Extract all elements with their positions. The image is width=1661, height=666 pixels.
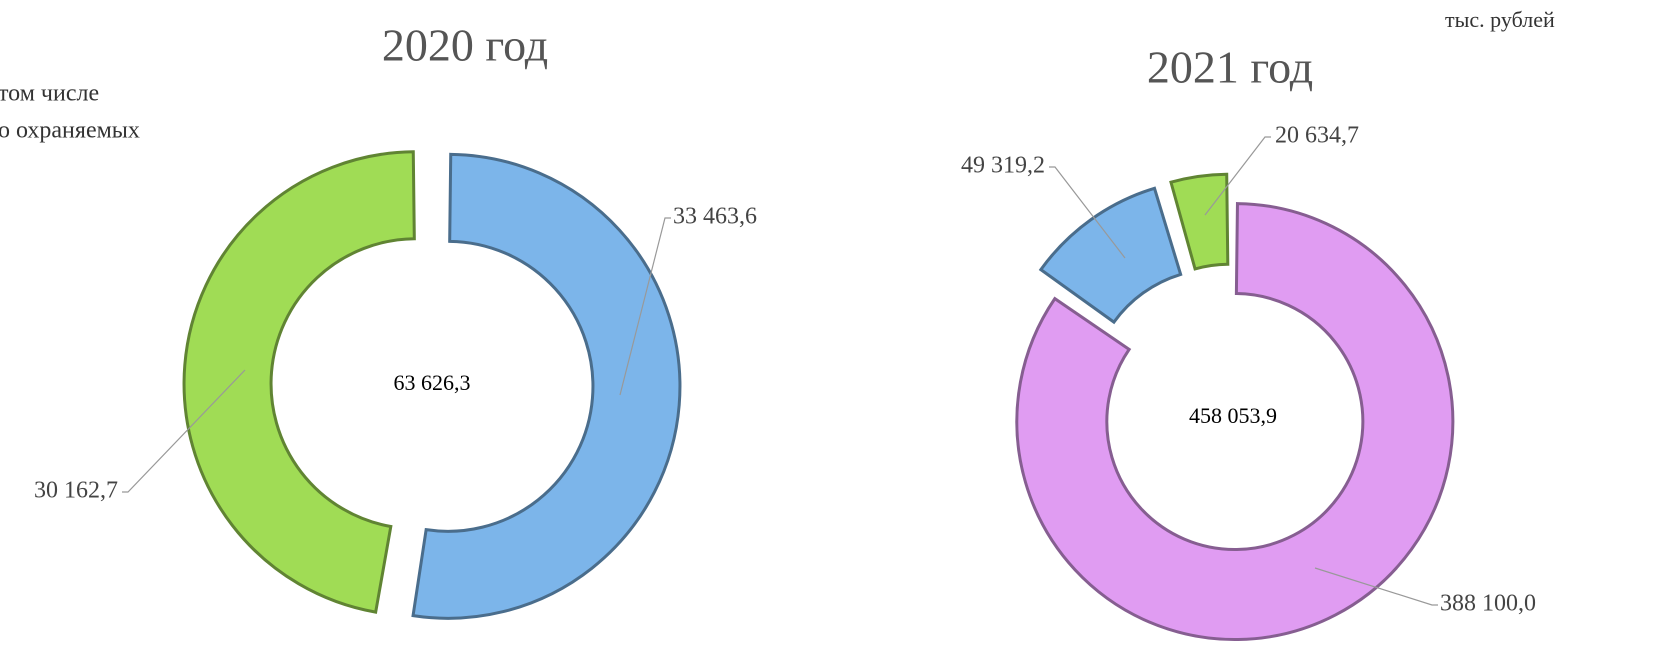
leader-line (1049, 166, 1126, 259)
leader-line (619, 217, 671, 396)
leader-line (1204, 136, 1271, 216)
data-label: 49 319,2 (961, 153, 1045, 179)
unit-label: тыс. рублей (1445, 7, 1555, 32)
chart-title: 2020 год (382, 20, 548, 71)
donut-segment (1015, 202, 1455, 641)
data-label: 30 162,7 (34, 478, 118, 504)
donut-segment (1169, 172, 1230, 271)
legend-fragment: том числе (0, 81, 99, 107)
chart-title: 2021 год (1147, 42, 1313, 93)
legend-fragment: о охраняемых (0, 118, 140, 144)
data-label: 20 634,7 (1275, 123, 1359, 149)
data-label: 388 100,0 (1440, 591, 1536, 617)
data-label: 33 463,6 (673, 204, 757, 230)
donut-segment (1038, 186, 1183, 325)
total-label: 458 053,9 (1189, 403, 1277, 428)
leader-line (122, 369, 246, 493)
donut-segment (182, 150, 416, 614)
donut-segment (411, 152, 682, 620)
total-label: 63 626,3 (394, 370, 471, 395)
leader-line (1314, 567, 1438, 606)
